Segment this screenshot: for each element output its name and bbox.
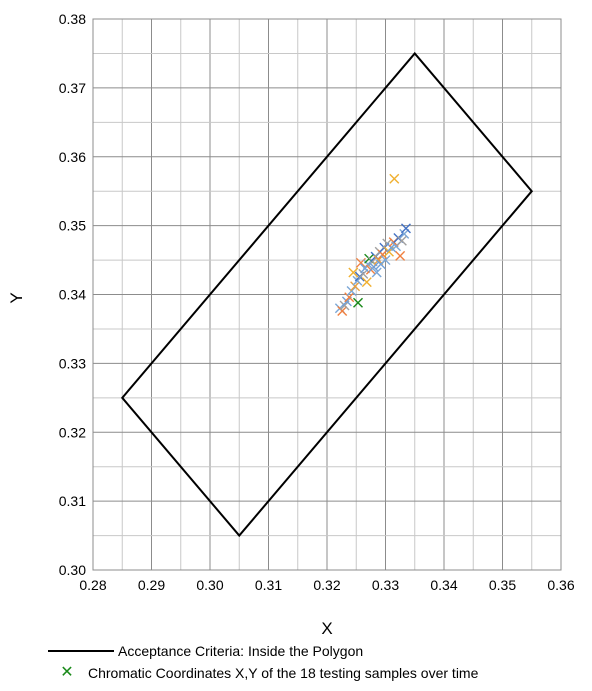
scatter-point [346,286,357,297]
scatter-point [395,250,406,261]
scatter-point [399,228,410,239]
y-tick-label: 0.30 [59,562,86,578]
scatter-point [350,281,361,292]
legend-label-samples: Chromatic Coordinates X,Y of the 18 test… [88,665,479,681]
x-tick-label: 0.36 [547,577,574,593]
scatter-point [337,306,348,317]
scatter-point [344,292,355,303]
x-axis-title: X [321,619,332,638]
scatter-point [358,268,369,279]
scatter-point [361,277,372,288]
x-tick-label: 0.34 [430,577,457,593]
acceptance-polygon-layer [120,51,534,538]
chart-gridlines [92,18,562,571]
scatter-point [389,173,400,184]
x-tick-label: 0.32 [313,577,340,593]
chart-legend: Acceptance Criteria: Inside the Polygon … [48,640,478,684]
scatter-point [380,255,391,266]
y-tick-label: 0.35 [59,218,86,234]
scatter-point [348,267,359,278]
scatter-point [368,261,379,272]
x-tick-label: 0.35 [489,577,516,593]
x-tick-label: 0.31 [255,577,282,593]
x-tick-label: 0.33 [372,577,399,593]
y-tick-label: 0.31 [59,493,86,509]
scatter-point [353,297,363,308]
x-tick-label: 0.28 [79,577,106,593]
legend-item-samples: ✕ Chromatic Coordinates X,Y of the 18 te… [48,662,478,684]
x-tick-label: 0.30 [196,577,223,593]
y-tick-label: 0.32 [59,424,86,440]
x-marker-icon: ✕ [60,664,74,681]
y-tick-label: 0.34 [59,287,86,303]
scatter-points-layer [334,173,411,317]
plot-area-frame [92,18,562,571]
legend-item-polygon: Acceptance Criteria: Inside the Polygon [48,640,478,662]
y-tick-label: 0.33 [59,355,86,371]
y-axis-title: Y [7,292,26,303]
legend-line-swatch [48,650,114,652]
y-tick-label: 0.36 [59,149,86,165]
y-tick-label: 0.38 [59,11,86,27]
scatter-chart: 0.28 0.29 0.30 0.31 0.32 0.33 0.34 0.35 0.36 0.30… [7,11,575,638]
legend-label-polygon: Acceptance Criteria: Inside the Polygon [118,643,364,659]
scatter-point [400,223,411,234]
acceptance-polygon [120,51,534,538]
x-tick-label: 0.29 [138,577,165,593]
tick-labels-layer: 0.28 0.29 0.30 0.31 0.32 0.33 0.34 0.35 0.36 0.30… [59,11,575,593]
scatter-point [371,267,382,278]
scatter-point [396,235,407,246]
y-tick-label: 0.37 [59,80,86,96]
